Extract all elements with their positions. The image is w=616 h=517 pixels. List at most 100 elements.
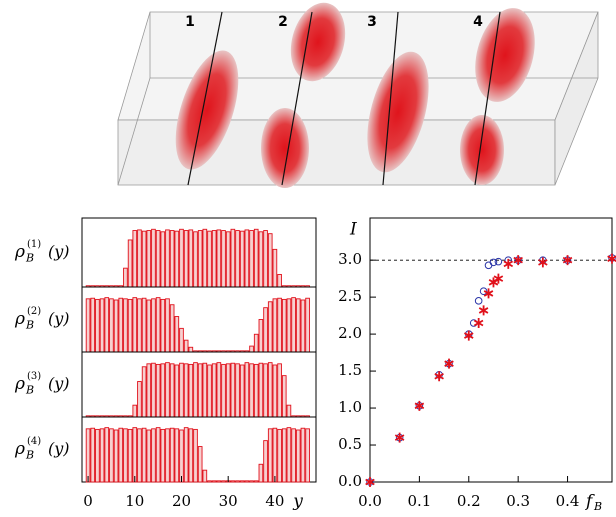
- point: [493, 273, 504, 284]
- histogram-bar: [193, 362, 198, 418]
- x-tick-label: 0.0: [358, 492, 382, 510]
- y-tick-label: 3.0: [338, 250, 362, 268]
- y-axis-label-arg: (y): [48, 309, 70, 328]
- histogram-bar: [137, 229, 142, 288]
- histogram-bar: [277, 297, 282, 353]
- histogram-bar: [174, 364, 180, 418]
- y-axis-label-arg: (y): [48, 439, 70, 458]
- region-label: 3: [367, 14, 377, 30]
- histogram-bar: [169, 427, 175, 483]
- point: [365, 477, 375, 487]
- histogram-bar: [267, 301, 273, 353]
- histogram-bar: [211, 480, 217, 483]
- histogram-bar: [151, 298, 156, 353]
- histogram-bar: [99, 298, 105, 353]
- histogram-bar: [249, 480, 254, 483]
- histogram-bar: [160, 298, 166, 353]
- histogram-bar: [188, 346, 194, 353]
- histogram-bar: [90, 427, 96, 483]
- histogram-bar: [146, 299, 152, 353]
- x-tick-label: 10: [125, 492, 144, 510]
- y-axis-label-sup: (1): [27, 239, 41, 250]
- histogram-bar: [174, 316, 180, 353]
- region-label: 4: [473, 14, 483, 30]
- x-tick-label: 0.2: [457, 492, 481, 510]
- histogram-bar: [132, 297, 138, 353]
- x-axis-label-base: f: [584, 492, 595, 512]
- y-tick-label: 0.0: [338, 472, 362, 490]
- histogram-bar: [132, 230, 138, 288]
- histogram-bar: [155, 427, 161, 483]
- point: [479, 287, 488, 296]
- histogram-bar: [286, 427, 292, 483]
- histogram-bar: [165, 229, 170, 288]
- histogram-bar: [249, 363, 254, 418]
- x-tick-label: 0: [83, 492, 93, 510]
- histogram-bar: [202, 469, 208, 483]
- histogram-bar: [179, 228, 184, 288]
- histogram-bar: [123, 298, 128, 353]
- y-axis-label-base: ρ: [14, 439, 25, 459]
- histogram-bar: [188, 428, 194, 483]
- x-axis-label: y: [292, 492, 303, 512]
- histogram-bar: [305, 297, 310, 353]
- y-axis-label: I: [349, 220, 357, 240]
- y-tick-label: 2.5: [338, 287, 362, 305]
- histogram-bar: [193, 428, 198, 483]
- histogram-bar: [267, 233, 273, 288]
- histogram-bar: [127, 428, 133, 483]
- point: [473, 318, 484, 329]
- histogram-bar: [118, 297, 124, 353]
- y-axis-label-sub: B: [25, 449, 34, 462]
- histogram-bar: [141, 230, 147, 288]
- histogram-bar: [95, 428, 100, 483]
- histogram-bar: [95, 298, 100, 353]
- histogram-bar: [85, 428, 91, 483]
- y-axis-label-sup: (4): [27, 436, 41, 447]
- y-tick-label: 1.0: [338, 398, 362, 416]
- region-label: 1: [185, 14, 195, 30]
- region-label: 2: [278, 14, 288, 30]
- y-axis-label-base: ρ: [14, 309, 25, 329]
- histogram-bar: [244, 229, 250, 288]
- histogram-bar: [160, 231, 166, 288]
- histogram-bar: [253, 228, 259, 288]
- point: [483, 288, 494, 299]
- histogram-bar: [249, 345, 254, 353]
- histogram-bar: [235, 230, 240, 288]
- histogram-bar: [281, 428, 287, 483]
- histogram-bar: [253, 480, 259, 483]
- histogram-bar: [202, 362, 208, 418]
- histogram-bar: [244, 480, 250, 483]
- histogram-bar: [286, 404, 292, 418]
- simulation-render: [117, 2, 599, 188]
- histogram-bar: [151, 428, 156, 483]
- y-axis-label-arg: (y): [48, 242, 70, 261]
- histogram-bar: [104, 297, 110, 353]
- histogram-bar: [183, 427, 189, 483]
- histogram-bar: [109, 298, 114, 353]
- histogram-bar: [300, 427, 306, 483]
- histogram-bar: [211, 363, 217, 418]
- histogram-bar: [305, 428, 310, 483]
- histogram-bar: [85, 298, 91, 353]
- point: [463, 330, 474, 341]
- histogram-bar: [118, 427, 124, 483]
- point: [414, 400, 425, 411]
- y-tick-label: 2.0: [338, 324, 362, 342]
- histogram-bar: [113, 429, 119, 483]
- histogram-bar: [211, 230, 217, 288]
- histogram-bar: [267, 362, 273, 418]
- point: [503, 258, 514, 269]
- histogram-bar: [127, 298, 133, 353]
- histogram-bar: [155, 297, 161, 353]
- histogram-bar: [235, 363, 240, 418]
- histogram-bar: [155, 230, 161, 288]
- histogram-bar: [197, 446, 203, 483]
- x-tick-label: 0.1: [407, 492, 431, 510]
- histogram-bar: [179, 362, 184, 418]
- histogram-bar: [127, 239, 133, 288]
- histogram-bar: [179, 327, 184, 353]
- histogram-bar: [272, 298, 278, 353]
